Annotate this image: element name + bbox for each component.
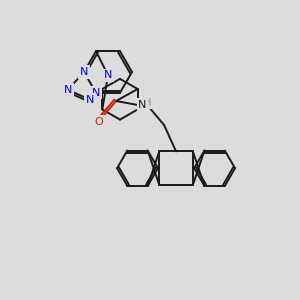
Text: N: N bbox=[86, 94, 94, 105]
Text: N: N bbox=[64, 85, 72, 95]
Text: N: N bbox=[80, 67, 88, 77]
Text: N: N bbox=[80, 67, 88, 77]
Text: N: N bbox=[92, 88, 100, 98]
Text: O: O bbox=[94, 117, 103, 127]
Text: N: N bbox=[138, 100, 147, 110]
Text: H: H bbox=[144, 98, 151, 108]
Text: N: N bbox=[104, 70, 112, 80]
